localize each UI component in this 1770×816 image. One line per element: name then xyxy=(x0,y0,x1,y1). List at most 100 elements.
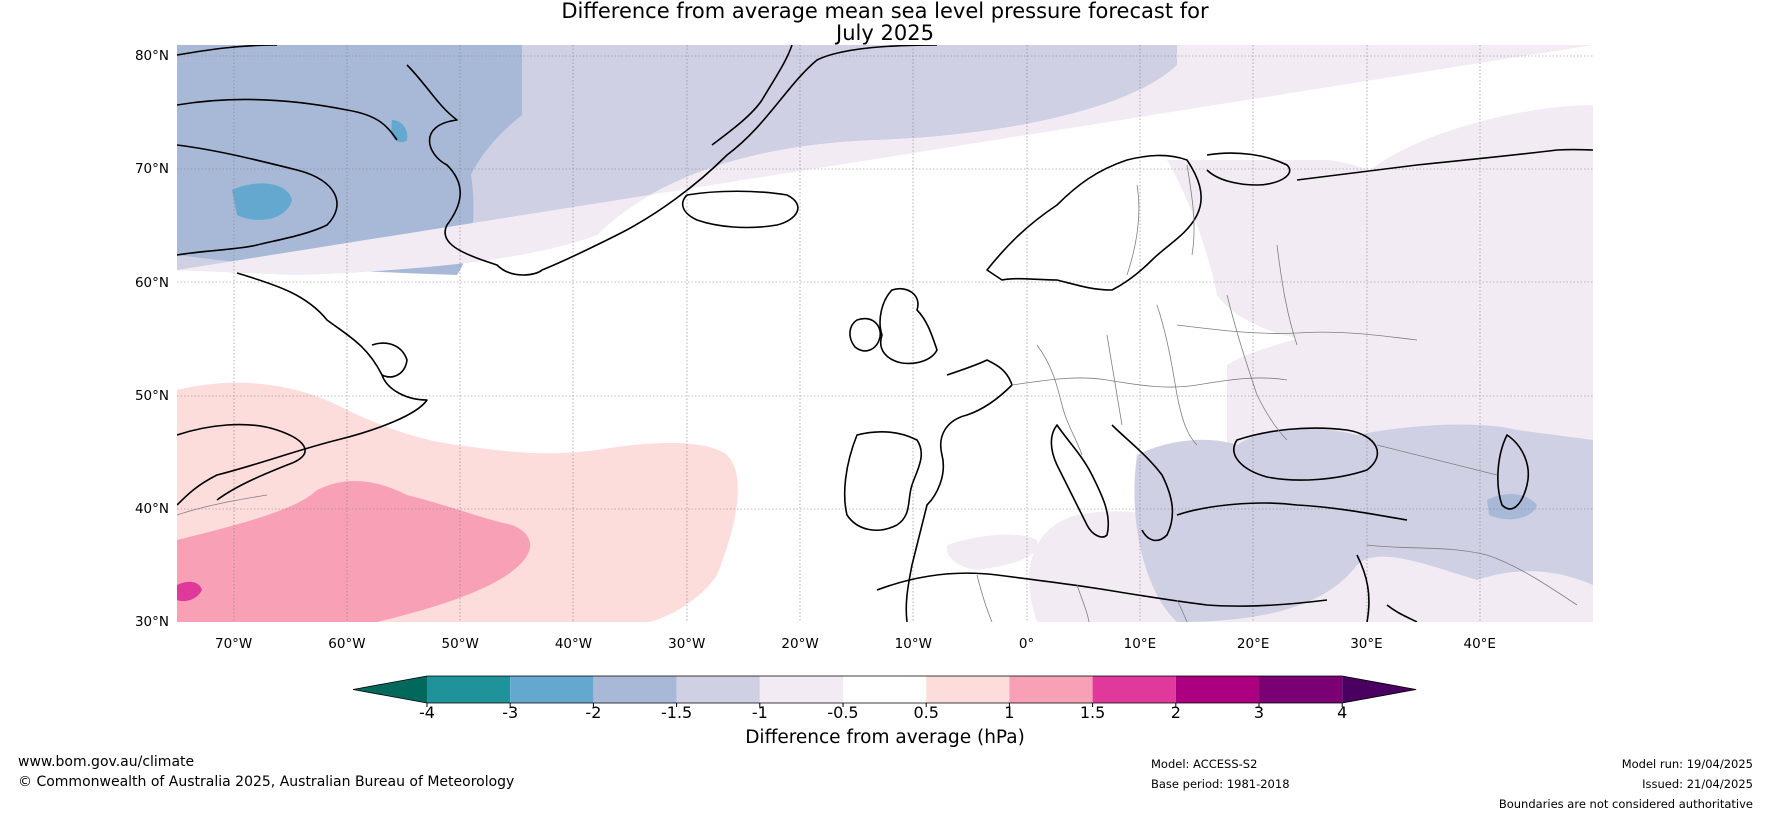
pressure-anomaly-map xyxy=(177,45,1593,622)
colorbar-tick-label: 1.5 xyxy=(1079,703,1106,722)
longitude-label: 10°E xyxy=(1123,636,1157,652)
coastlines xyxy=(177,45,1593,622)
colorbar-bin xyxy=(427,676,511,703)
coast-red-sea xyxy=(1386,604,1418,622)
border-central-europe-b xyxy=(1036,344,1083,456)
colorbar-extend-over xyxy=(1342,676,1417,703)
colorbar-bin xyxy=(759,676,843,703)
coast-kola xyxy=(1206,152,1291,186)
colorbar-extend-under xyxy=(353,676,427,703)
graticule xyxy=(177,45,1593,622)
latitude-label: 30°N xyxy=(134,614,169,630)
coast-greenland-east xyxy=(711,45,793,146)
latitude-label: 50°N xyxy=(134,387,169,404)
anomaly-region-davis xyxy=(355,45,522,260)
footer-disclaimer: Boundaries are not considered authoritat… xyxy=(1498,797,1753,811)
longitude-label: 60°W xyxy=(328,636,366,652)
coast-europe-west xyxy=(905,359,1013,622)
coast-balkans xyxy=(1111,424,1174,542)
footer-copyright: © Commonwealth of Australia 2025, Austra… xyxy=(18,774,515,790)
colorbar-bin xyxy=(593,676,677,703)
colorbar-bin xyxy=(843,676,927,703)
border-caucasus xyxy=(1376,444,1498,476)
anomaly-region-caspian xyxy=(1487,493,1537,520)
longitude-label: 50°W xyxy=(441,636,479,652)
latitude-label: 80°N xyxy=(134,48,169,65)
colorbar-tick-label: -3 xyxy=(502,703,519,722)
anomaly-fills xyxy=(177,45,1593,622)
longitude-label: 20°W xyxy=(781,636,819,652)
anomaly-region-nscandinavia xyxy=(1167,160,1437,345)
colorbar-tick-label: 4 xyxy=(1337,703,1348,722)
coast-russia-arctic xyxy=(1296,148,1593,181)
anomaly-region-med-west xyxy=(946,534,1038,570)
coast-caspian xyxy=(1497,434,1529,510)
footer-base-period: Base period: 1981-2018 xyxy=(1151,777,1290,791)
anomaly-region-emed xyxy=(1134,424,1593,622)
colorbar-tick-label: 0.5 xyxy=(913,703,939,722)
longitude-label: 20°E xyxy=(1236,636,1270,652)
latitude-label: 60°N xyxy=(134,274,169,291)
colorbar-bin xyxy=(1092,676,1176,703)
border-canada-us xyxy=(177,494,268,516)
footer-issued: Issued: 21/04/2025 xyxy=(1642,777,1753,791)
coast-iceland xyxy=(681,190,799,229)
colorbar-bin xyxy=(1009,676,1093,703)
coast-north-africa xyxy=(876,572,1328,607)
coast-iberia xyxy=(843,430,922,531)
colorbar-tick-label: 2 xyxy=(1170,703,1181,722)
footer-model: Model: ACCESS-S2 xyxy=(1151,757,1258,771)
map-title-line2: July 2025 xyxy=(836,21,934,45)
anomaly-region-baffin-core-a xyxy=(232,183,292,220)
coast-nova-scotia xyxy=(177,423,306,501)
longitude-label: 70°W xyxy=(214,636,253,652)
longitude-label: 10°W xyxy=(894,636,932,652)
footer-website: www.bom.gov.au/climate xyxy=(18,754,195,770)
anomaly-region-pos-core xyxy=(177,581,202,602)
coast-greenland xyxy=(406,45,938,276)
longitude-label: 30°E xyxy=(1350,636,1383,652)
country-borders xyxy=(177,164,1578,622)
colorbar-tick-label: -4 xyxy=(419,703,435,722)
coast-scandinavia xyxy=(986,154,1202,291)
map-title-line1: Difference from average mean sea level p… xyxy=(561,0,1209,23)
border-eastern-europe-a xyxy=(1226,294,1288,441)
colorbar-bin xyxy=(676,676,760,703)
coast-italy xyxy=(1050,424,1110,538)
border-eastern-europe-b xyxy=(1176,324,1418,341)
colorbar-tick-label: 1 xyxy=(1004,703,1015,722)
border-central-europe-c xyxy=(1106,334,1123,426)
colorbar-bin xyxy=(1259,676,1343,703)
colorbar-tick-label: -1 xyxy=(751,703,768,722)
anomaly-region-egreenland xyxy=(413,145,435,247)
coast-baffin xyxy=(177,144,338,256)
anomaly-region-pos-mid xyxy=(177,480,531,622)
border-eastern-europe-c xyxy=(1276,244,1298,346)
coast-black-sea xyxy=(1233,427,1379,481)
longitude-label: 40°W xyxy=(554,636,593,652)
border-scandinavia xyxy=(1126,164,1195,276)
colorbar-bin xyxy=(1175,676,1259,703)
colorbar-outline xyxy=(352,675,1417,704)
colorbar-tick-label: -2 xyxy=(585,703,602,722)
coast-ireland xyxy=(849,318,882,352)
border-middle-east xyxy=(1366,544,1578,606)
border-central-europe-d xyxy=(1156,304,1198,446)
border-central-europe-a xyxy=(1011,377,1288,388)
colorbar-title: Difference from average (hPa) xyxy=(745,727,1025,748)
coast-turkey xyxy=(1176,502,1408,521)
colorbar-tick-label: -0.5 xyxy=(827,703,859,722)
latitude-label: 40°N xyxy=(134,500,169,517)
latitude-label: 70°N xyxy=(134,161,169,178)
border-north-africa xyxy=(976,574,1188,622)
colorbar-bin xyxy=(510,676,594,703)
longitude-label: 40°E xyxy=(1463,636,1496,652)
colorbar-bin xyxy=(926,676,1010,703)
longitude-label: 30°W xyxy=(668,636,706,652)
coast-labrador xyxy=(177,272,428,506)
coast-levant xyxy=(1356,554,1370,622)
coast-canadian-arctic xyxy=(177,45,398,141)
colorbar-tick-label: 3 xyxy=(1253,703,1265,722)
coast-gbr xyxy=(879,288,938,365)
longitude-label: 0° xyxy=(1018,636,1035,652)
